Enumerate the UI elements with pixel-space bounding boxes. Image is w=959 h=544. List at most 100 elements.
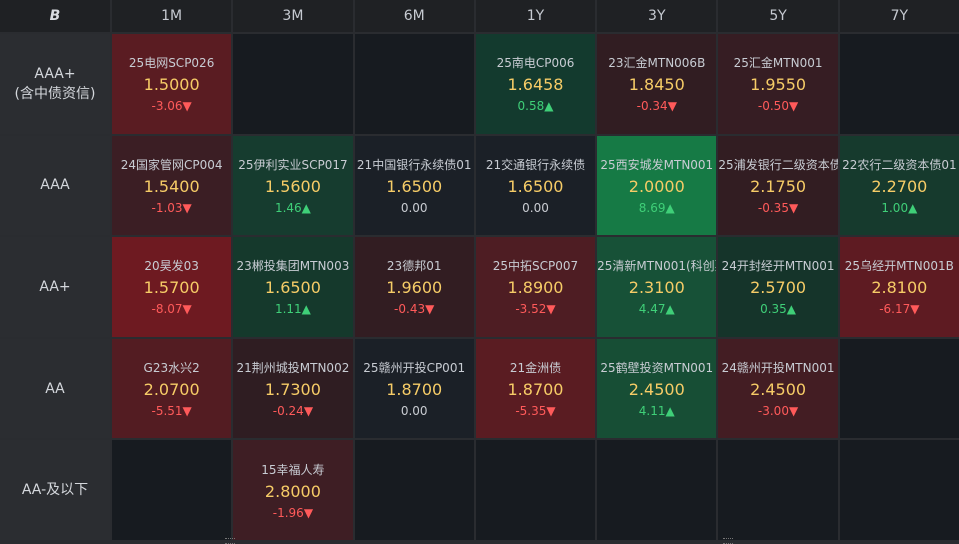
bond-yield: 1.5400 [143, 176, 200, 196]
bond-cell[interactable]: 25电网SCP026 1.5000 -3.06▼ [112, 34, 232, 134]
bond-cell[interactable]: 23汇金MTN006B 1.8450 -0.34▼ [597, 34, 717, 134]
bond-cell[interactable]: 25赣州开投CP001 1.8700 0.00 [354, 338, 474, 439]
bond-cell[interactable]: 23郴投集团MTN003 1.6500 1.11▲ [233, 237, 353, 337]
arrow-down-icon: ▼ [788, 404, 799, 419]
bond-cell[interactable]: 23德邦01 1.9600 -0.43▼ [354, 237, 474, 337]
bond-cell[interactable]: 25乌经开MTN001B 2.8100 -6.17▼ [839, 237, 959, 337]
tenor-header-3y[interactable]: 3Y [597, 0, 717, 32]
arrow-down-icon: ▼ [788, 200, 799, 215]
yield-change: 0.58▲ [518, 99, 554, 113]
rating-row-label: AAA [0, 135, 110, 236]
tenor-header-6m[interactable]: 6M [354, 0, 474, 32]
bond-cell[interactable]: 22农行二级资本债01 2.2700 1.00▲ [839, 135, 959, 236]
resize-handle[interactable] [723, 538, 733, 544]
yield-change: -5.51▼ [151, 404, 191, 418]
yield-change: 1.11▲ [275, 302, 311, 316]
empty-cell [839, 338, 959, 439]
yield-change: 0.00 [401, 201, 428, 215]
bond-cell[interactable]: 21中国银行永续债01 1.6500 0.00 [354, 135, 474, 236]
bond-name: 22农行二级资本债01 [842, 157, 957, 172]
empty-cell [112, 440, 232, 540]
bond-cell[interactable]: 25汇金MTN001 1.9550 -0.50▼ [718, 34, 838, 134]
arrow-up-icon: ▲ [665, 302, 675, 317]
change-value: -0.35 [757, 200, 789, 215]
empty-cell [839, 440, 959, 540]
bond-yield: 2.8100 [871, 278, 928, 298]
arrow-up-icon: ▲ [301, 302, 311, 317]
bond-yield: 2.1750 [750, 176, 807, 196]
bond-name: 25浦发银行二级资本债 [718, 157, 838, 172]
rating-row-label: AA+ [0, 237, 110, 337]
bond-cell[interactable]: 25鹤壁投资MTN001 2.4500 4.11▲ [597, 338, 717, 439]
arrow-down-icon: ▼ [788, 99, 799, 114]
bond-cell[interactable]: 15幸福人寿 2.8000 -1.96▼ [233, 440, 353, 540]
bond-cell[interactable]: 25南电CP006 1.6458 0.58▲ [475, 34, 596, 134]
bond-yield: 1.5700 [143, 278, 200, 298]
bond-cell[interactable]: 24开封经开MTN001 2.5700 0.35▲ [718, 237, 838, 337]
yield-change: 1.00▲ [881, 201, 917, 215]
bond-cell[interactable]: 24赣州开投MTN001 2.4500 -3.00▼ [718, 338, 838, 439]
bond-cell[interactable]: 21交通银行永续债 1.6500 0.00 [475, 135, 596, 236]
yield-change: -3.52▼ [515, 302, 555, 316]
bond-name: 24开封经开MTN001 [721, 259, 835, 274]
bond-name: 25汇金MTN001 [733, 56, 823, 71]
tenor-header-1y[interactable]: 1Y [475, 0, 596, 32]
resize-handle[interactable] [225, 538, 235, 544]
arrow-up-icon: ▲ [301, 200, 311, 215]
tenor-header-7y[interactable]: 7Y [839, 0, 959, 32]
change-value: 4.11 [638, 404, 666, 419]
tenor-header-3m[interactable]: 3M [233, 0, 353, 32]
bond-yield: 1.6458 [507, 75, 564, 95]
change-value: -6.17 [879, 302, 911, 317]
change-value: -8.07 [151, 302, 183, 317]
bond-name: 15幸福人寿 [261, 462, 325, 477]
empty-cell [354, 34, 474, 134]
empty-cell [354, 440, 474, 540]
bond-yield: 1.8700 [386, 380, 443, 400]
arrow-up-icon: ▲ [665, 200, 675, 215]
arrow-down-icon: ▼ [667, 99, 677, 114]
bond-cell[interactable]: 24国家管网CP004 1.5400 -1.03▼ [112, 135, 232, 236]
tenor-header-5y[interactable]: 5Y [718, 0, 838, 32]
bond-yield: 1.7300 [264, 380, 321, 400]
bond-yield: 1.5000 [143, 75, 200, 95]
change-value: -1.03 [151, 200, 183, 215]
bond-yield: 2.8000 [264, 481, 321, 501]
change-value: 0.00 [522, 200, 549, 215]
bond-name: 25电网SCP026 [128, 56, 215, 71]
change-value: 1.00 [881, 200, 909, 215]
bond-cell[interactable]: 25伊利实业SCP017 1.5600 1.46▲ [233, 135, 353, 236]
bond-cell[interactable]: 25浦发银行二级资本债 2.1750 -0.35▼ [718, 135, 838, 236]
bond-name: 21荆州城投MTN002 [236, 361, 350, 376]
yield-change: -1.96▼ [273, 506, 313, 520]
yield-change: 0.00 [401, 404, 428, 418]
yield-change: 0.35▲ [760, 302, 796, 316]
bond-cell[interactable]: 25清新MTN001(科创票据) 2.3100 4.47▲ [597, 237, 717, 337]
bond-yield: 1.6500 [507, 176, 564, 196]
bond-cell[interactable]: 20昊发03 1.5700 -8.07▼ [112, 237, 232, 337]
yield-change: 8.69▲ [639, 201, 675, 215]
bond-cell[interactable]: 25西安城发MTN001 2.0000 8.69▲ [597, 135, 717, 236]
bond-yield: 2.4500 [750, 380, 807, 400]
bond-name: 25赣州开投CP001 [363, 361, 466, 376]
bond-cell[interactable]: 21荆州城投MTN002 1.7300 -0.24▼ [233, 338, 353, 439]
bond-name: 25西安城发MTN001 [600, 157, 714, 172]
bond-yield: 2.0000 [628, 176, 685, 196]
yield-change: -6.17▼ [879, 302, 919, 316]
bond-name: 25乌经开MTN001B [844, 259, 954, 274]
tenor-header-1m[interactable]: 1M [112, 0, 232, 32]
empty-cell [718, 440, 838, 540]
change-value: -3.06 [151, 99, 183, 114]
bond-yield: 1.8900 [507, 278, 564, 298]
yield-change: -0.34▼ [637, 99, 677, 113]
arrow-up-icon: ▲ [786, 302, 797, 317]
bond-cell[interactable]: G23水兴2 2.0700 -5.51▼ [112, 338, 232, 439]
yield-change: 4.11▲ [639, 404, 675, 418]
arrow-down-icon: ▼ [182, 302, 192, 317]
bond-yield: 2.5700 [750, 278, 807, 298]
bond-cell[interactable]: 25中拓SCP007 1.8900 -3.52▼ [475, 237, 596, 337]
yield-change: -3.06▼ [151, 99, 191, 113]
bond-cell[interactable]: 21金洲债 1.8700 -5.35▼ [475, 338, 596, 439]
change-value: 1.11 [274, 302, 302, 317]
